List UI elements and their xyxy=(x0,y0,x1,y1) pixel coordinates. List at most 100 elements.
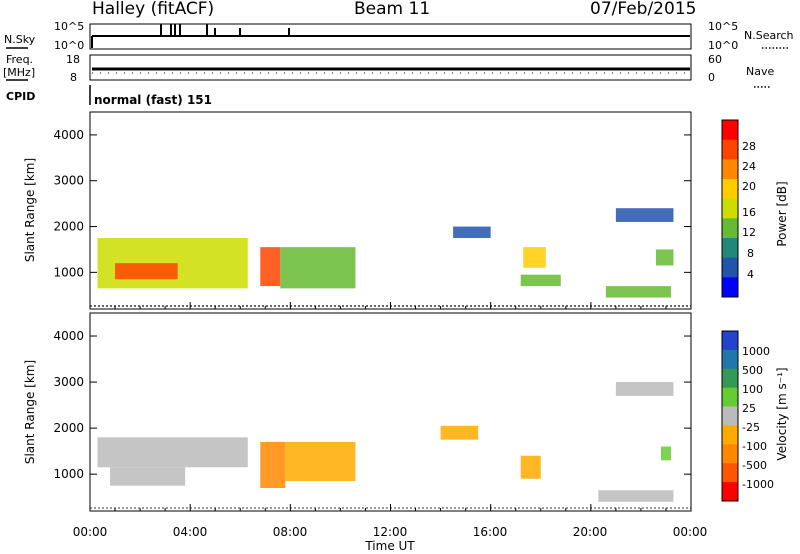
date-title: 07/Feb/2015 xyxy=(590,0,696,19)
nsky-label: N.Sky xyxy=(4,33,36,46)
power-region-5 xyxy=(523,247,546,268)
power-cbar-tick-3: 16 xyxy=(742,206,756,219)
freq-label-line2: [MHz] xyxy=(3,66,35,79)
velocity-region-8 xyxy=(660,446,671,461)
power-y-tick-label-1: 2000 xyxy=(53,220,84,234)
velocity-region-7 xyxy=(615,382,674,396)
velocity-cbar-tick-0: 1000 xyxy=(742,345,770,358)
power-cbar-tick-0: 28 xyxy=(742,140,756,153)
velocity-cbar-swatch-4 xyxy=(722,406,738,426)
power-cbar-swatch-1 xyxy=(722,139,738,160)
velocity-region-4 xyxy=(440,425,479,440)
power-cbar-swatch-4 xyxy=(722,198,738,219)
velocity-y-axis-label: Slant Range [km] xyxy=(23,360,37,464)
velocity-colorbar: 1000 500 100 25 -25 -100 -500 -1000 Velo… xyxy=(721,330,789,502)
power-region-3 xyxy=(280,247,356,289)
power-cbar-tick-2: 20 xyxy=(742,180,756,193)
velocity-cbar-tick-1: 500 xyxy=(742,364,763,377)
velocity-cbar-tick-2: 100 xyxy=(742,383,763,396)
power-region-1 xyxy=(115,263,178,280)
power-cbar-tick-5: 8 xyxy=(747,247,754,260)
power-y-axis-label: Slant Range [km] xyxy=(23,158,37,262)
nsky-tick-bottom: 10^0 xyxy=(54,39,84,52)
velocity-cbar-tick-6: -500 xyxy=(742,459,767,472)
power-cbar-swatch-3 xyxy=(722,179,738,200)
velocity-cbar-swatch-6 xyxy=(722,444,738,464)
x-tick-3: 12:00 xyxy=(373,525,408,539)
power-region-9 xyxy=(615,208,674,222)
velocity-cbar-tick-7: -1000 xyxy=(742,478,774,491)
nsearch-tick-bottom: 10^0 xyxy=(708,39,738,52)
velocity-cbar-swatch-1 xyxy=(722,349,738,370)
x-tick-1: 04:00 xyxy=(173,525,208,539)
power-cbar-tick-1: 24 xyxy=(742,160,756,173)
x-tick-2: 08:00 xyxy=(273,525,308,539)
nsearch-tick-top: 10^5 xyxy=(708,20,738,33)
power-cbar-title: Power [dB] xyxy=(775,181,789,246)
velocity-cbar-tick-4: -25 xyxy=(742,421,760,434)
power-cbar-swatch-7 xyxy=(722,257,738,278)
velocity-data-regions xyxy=(97,382,674,502)
velocity-cbar-tick-5: -100 xyxy=(742,440,767,453)
cpid-mode-text: normal (fast) 151 xyxy=(94,93,212,107)
velocity-cbar-swatch-8 xyxy=(722,482,738,502)
velocity-panel: 1000 2000 3000 4000 Slant Range [km] xyxy=(23,312,692,512)
velocity-region-3 xyxy=(285,441,356,482)
power-region-4 xyxy=(453,226,491,238)
x-tick-5: 20:00 xyxy=(573,525,608,539)
velocity-region-1 xyxy=(110,467,186,486)
nave-tick-top: 60 xyxy=(708,53,722,66)
velocity-cbar-swatch-3 xyxy=(722,387,738,408)
power-y-tick-label-0: 1000 xyxy=(53,265,84,279)
velocity-region-6 xyxy=(598,490,674,502)
power-cbar-tick-4: 12 xyxy=(742,226,756,239)
x-axis: 00:00 04:00 08:00 12:00 16:00 20:00 00:0… xyxy=(73,525,708,553)
velocity-y-tick-label-0: 1000 xyxy=(53,467,84,481)
station-title: Halley (fitACF) xyxy=(92,0,214,19)
cpid-label: CPID xyxy=(6,90,35,103)
x-tick-0: 00:00 xyxy=(73,525,108,539)
velocity-cbar-swatch-7 xyxy=(722,463,738,483)
x-tick-4: 16:00 xyxy=(473,525,508,539)
power-cbar-swatch-2 xyxy=(722,159,738,180)
velocity-y-tick-label-2: 3000 xyxy=(53,375,84,389)
velocity-cbar-swatch-0 xyxy=(722,331,738,351)
velocity-region-2 xyxy=(260,441,286,488)
x-tick-6: 00:00 xyxy=(673,525,708,539)
nsky-panel: N.Sky 10^5 10^0 10^5 10^0 N.Search xyxy=(4,20,794,52)
power-y-ticks: 1000 2000 3000 4000 xyxy=(53,128,692,309)
power-panel: 1000 2000 3000 4000 Slant Range [km] xyxy=(23,111,692,310)
nsky-tick-top: 10^5 xyxy=(54,20,84,33)
cpid-panel: CPID normal (fast) 151 xyxy=(6,85,212,107)
power-colorbar: 28 24 20 16 12 8 4 Power [dB] xyxy=(721,119,789,298)
nsearch-label: N.Search xyxy=(744,29,794,42)
freq-tick-bottom: 8 xyxy=(70,71,77,84)
velocity-cbar-tick-3: 25 xyxy=(742,402,756,415)
velocity-cbar-swatch-2 xyxy=(722,368,738,389)
power-cbar-swatch-8 xyxy=(722,277,738,298)
nave-label: Nave xyxy=(746,65,774,78)
freq-panel: Freq. [MHz] 18 8 60 0 Nave xyxy=(3,53,774,88)
power-region-7 xyxy=(605,286,671,298)
power-cbar-swatch-6 xyxy=(722,238,738,259)
power-data-regions xyxy=(97,208,674,298)
velocity-y-tick-label-1: 2000 xyxy=(53,421,84,435)
power-y-tick-label-2: 3000 xyxy=(53,174,84,188)
velocity-y-ticks: 1000 2000 3000 4000 xyxy=(53,329,692,511)
power-y-tick-label-3: 4000 xyxy=(53,128,84,142)
velocity-region-0 xyxy=(97,437,248,468)
velocity-region-5 xyxy=(520,455,541,479)
freq-tick-top: 18 xyxy=(66,53,80,66)
power-region-8 xyxy=(655,249,674,266)
power-cbar-swatch-0 xyxy=(722,120,738,141)
beam-title: Beam 11 xyxy=(354,0,430,19)
freq-label-line1: Freq. xyxy=(6,53,33,66)
x-axis-title: Time UT xyxy=(364,539,415,553)
velocity-cbar-title: Velocity [m s⁻¹] xyxy=(775,367,789,460)
power-cbar-swatch-5 xyxy=(722,218,738,239)
power-region-2 xyxy=(260,247,281,287)
power-region-6 xyxy=(520,274,561,287)
velocity-y-tick-label-3: 4000 xyxy=(53,329,84,343)
nave-tick-bottom: 0 xyxy=(708,71,715,84)
